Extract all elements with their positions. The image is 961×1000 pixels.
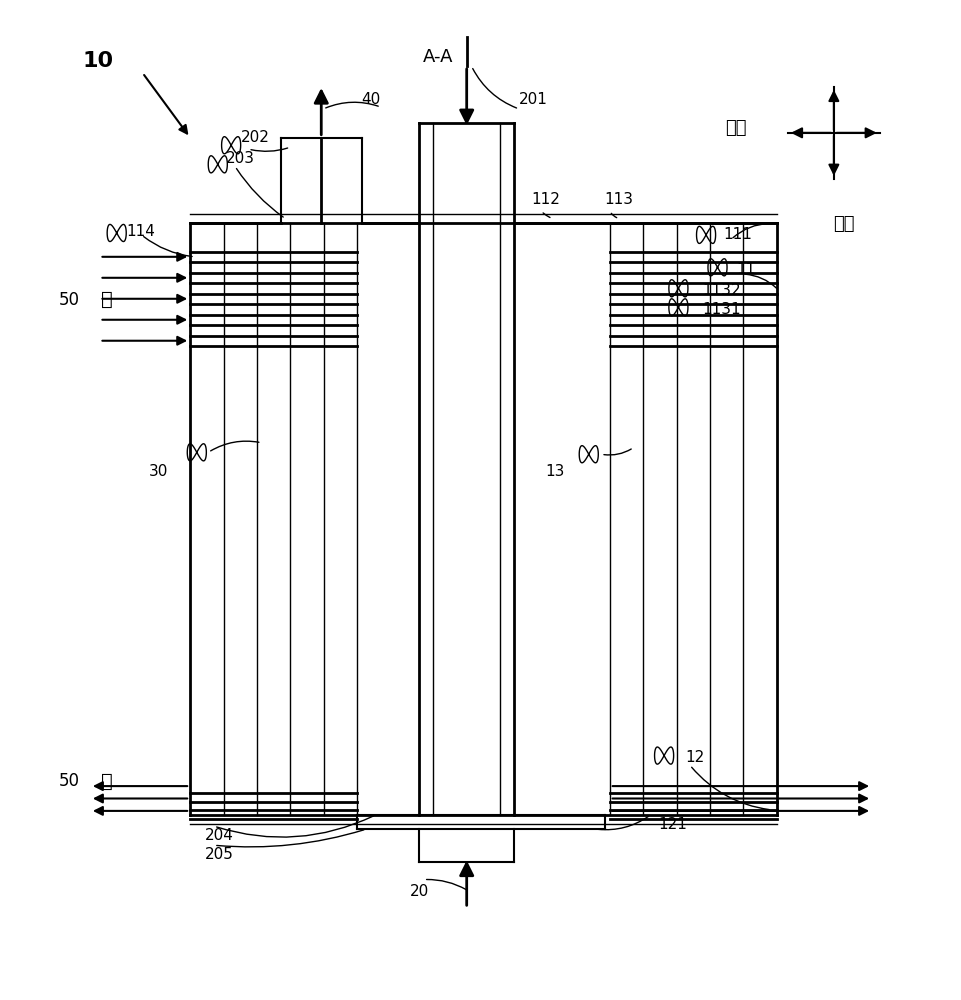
- Text: 121: 121: [657, 817, 686, 832]
- Text: 11: 11: [736, 262, 755, 277]
- Text: 50: 50: [59, 291, 80, 309]
- Text: 112: 112: [530, 192, 559, 207]
- Text: 203: 203: [225, 151, 254, 166]
- Text: 50: 50: [59, 772, 80, 790]
- Text: 轴向: 轴向: [832, 215, 853, 233]
- Text: A-A: A-A: [423, 48, 453, 66]
- Text: ～: ～: [101, 772, 113, 791]
- Text: 114: 114: [126, 224, 155, 239]
- Text: ～: ～: [101, 290, 113, 309]
- Text: 1131: 1131: [702, 302, 740, 317]
- Text: 10: 10: [83, 51, 113, 71]
- Text: 13: 13: [545, 464, 564, 479]
- Text: 20: 20: [409, 884, 429, 899]
- Text: 径向: 径向: [725, 119, 746, 137]
- Text: 204: 204: [205, 828, 234, 843]
- Text: 1132: 1132: [702, 283, 740, 298]
- Text: 12: 12: [684, 750, 703, 765]
- Text: 113: 113: [604, 192, 633, 207]
- Text: 111: 111: [723, 227, 752, 242]
- Text: 40: 40: [361, 92, 381, 107]
- Text: 201: 201: [519, 92, 548, 107]
- Text: 202: 202: [240, 130, 269, 145]
- Text: 205: 205: [205, 847, 234, 862]
- Text: 30: 30: [149, 464, 168, 479]
